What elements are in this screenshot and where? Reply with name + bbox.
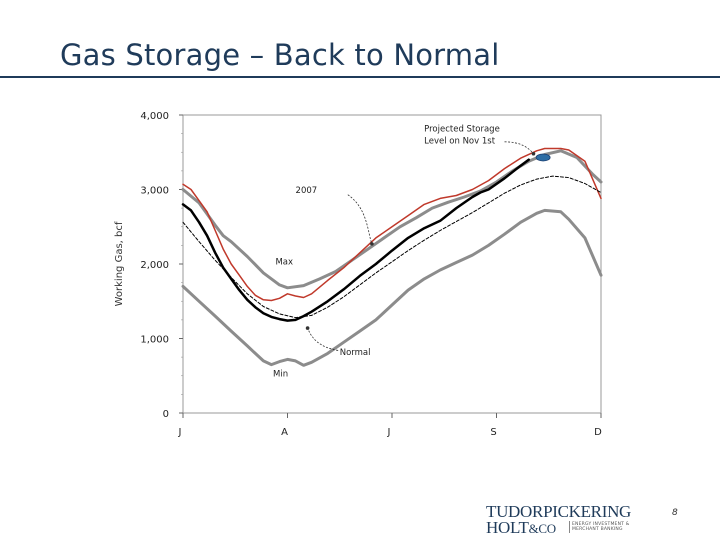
annotation-projected-storage: Projected Storage bbox=[424, 124, 500, 134]
annotation-min: Min bbox=[273, 369, 288, 379]
x-tick-label: S bbox=[490, 427, 496, 438]
annotation-normal: Normal bbox=[340, 348, 371, 358]
arrow-projected bbox=[504, 141, 534, 154]
arrow-head bbox=[531, 151, 536, 156]
arrow-head bbox=[305, 326, 310, 330]
arrow-head bbox=[370, 242, 374, 246]
logo-divider bbox=[569, 521, 570, 533]
arrow-2007 bbox=[347, 194, 373, 245]
y-tick-label: 1,000 bbox=[140, 335, 169, 346]
projected-storage-marker bbox=[535, 153, 551, 162]
y-axis-label: Working Gas, bcf bbox=[114, 221, 125, 306]
x-tick-label: D bbox=[594, 427, 602, 438]
x-tick-label: J bbox=[387, 427, 391, 438]
arrow-normal bbox=[307, 327, 339, 351]
x-tick-label: A bbox=[281, 427, 288, 438]
series-line-current bbox=[181, 158, 530, 322]
logo-tagline: ENERGY INVESTMENT & MERCHANT BANKING bbox=[572, 522, 630, 532]
x-tick-label: J bbox=[178, 427, 182, 438]
y-tick-label: 3,000 bbox=[140, 186, 169, 197]
y-tick-label: 4,000 bbox=[140, 111, 169, 122]
logo-line-1: TUDORPICKERING bbox=[486, 502, 632, 521]
y-tick-label: 0 bbox=[163, 409, 169, 420]
page-number: 8 bbox=[672, 508, 678, 518]
title-divider bbox=[0, 76, 720, 78]
slide-title: Gas Storage – Back to Normal bbox=[60, 38, 500, 72]
series-line-normal bbox=[182, 175, 602, 319]
series-line-min bbox=[181, 208, 603, 367]
series-line-2007 bbox=[182, 147, 602, 302]
series-line-max bbox=[181, 149, 603, 290]
annotation-max: Max bbox=[275, 258, 293, 268]
annotation-level-on-nov-1st: Level on Nov 1st bbox=[424, 136, 496, 146]
y-tick-label: 2,000 bbox=[140, 260, 169, 271]
annotation-2007: 2007 bbox=[296, 186, 318, 196]
logo-line-2: HOLT&CO bbox=[486, 518, 556, 537]
company-logo: TUDORPICKERING HOLT&CO ENERGY INVESTMENT… bbox=[486, 502, 656, 538]
